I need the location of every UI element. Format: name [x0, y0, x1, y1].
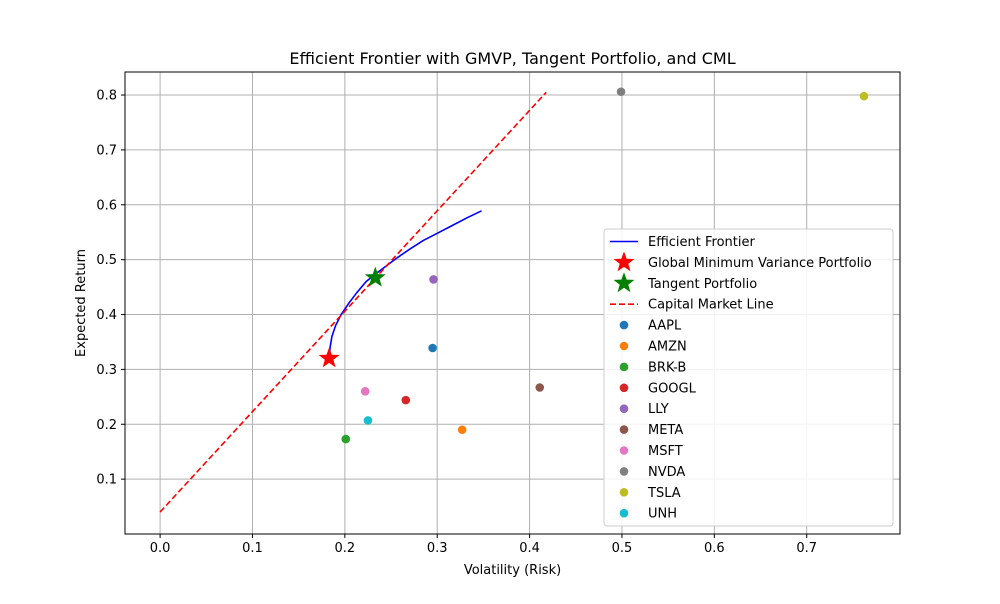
point-googl: [401, 395, 411, 405]
legend-marker-dot: [619, 446, 629, 455]
legend-label: Efficient Frontier: [648, 235, 755, 250]
y-tick-label: 0.7: [96, 143, 117, 158]
legend-label: AAPL: [648, 319, 682, 334]
y-tick-label: 0.8: [96, 89, 117, 104]
x-tick-label: 0.0: [150, 541, 171, 556]
gmvp-star: [318, 347, 340, 368]
x-tick-label: 0.5: [612, 541, 633, 556]
legend-marker-dot: [619, 508, 629, 518]
legend-box: [603, 228, 894, 527]
legend-label: TSLA: [647, 486, 681, 501]
y-tick-label: 0.1: [96, 473, 117, 488]
legend-label: META: [648, 423, 683, 438]
legend-marker-dot: [619, 362, 629, 372]
y-tick-label: 0.4: [96, 308, 117, 323]
x-axis-label: Volatility (Risk): [464, 563, 561, 578]
point-meta: [535, 383, 545, 392]
point-aapl: [428, 343, 437, 353]
legend-marker-dot: [619, 425, 629, 434]
x-tick-label: 0.3: [427, 541, 448, 556]
legend-marker-dot: [619, 320, 629, 330]
y-axis-label: Expected Return: [74, 249, 89, 357]
legend-marker-dot: [619, 488, 629, 497]
y-axis: 0.1 0.2 0.3 0.4 0.5 0.6 0.7 0.8: [96, 89, 125, 488]
point-nvda: [616, 87, 626, 97]
x-tick-label: 0.6: [704, 541, 725, 556]
x-tick-label: 0.1: [242, 541, 263, 556]
chart-title: Efficient Frontier with GMVP, Tangent Po…: [289, 49, 735, 68]
x-axis: 0.0 0.1 0.2 0.3 0.4 0.5 0.6 0.7: [150, 534, 817, 556]
x-tick-label: 0.7: [796, 541, 817, 556]
point-lly: [429, 275, 438, 284]
capital-market-line: [159, 91, 547, 513]
point-unh: [363, 416, 373, 425]
legend-label: GOOGL: [648, 381, 697, 396]
y-tick-label: 0.5: [96, 253, 117, 268]
x-tick-label: 0.2: [335, 541, 356, 556]
y-tick-label: 0.6: [96, 198, 117, 213]
legend-label: AMZN: [648, 340, 687, 355]
legend-label: BRK-B: [648, 360, 686, 375]
legend-label: Global Minimum Variance Portfolio: [648, 256, 872, 271]
legend-label: MSFT: [648, 444, 683, 459]
y-tick-label: 0.3: [96, 363, 117, 378]
tangent-star: [364, 266, 386, 287]
legend-label: NVDA: [648, 465, 685, 480]
legend-label: LLY: [648, 402, 669, 417]
legend-marker-dot: [619, 404, 629, 414]
legend-label: Capital Market Line: [648, 298, 774, 313]
legend: Efficient Frontier Global Minimum Varianc…: [603, 228, 894, 527]
point-amzn: [457, 425, 467, 435]
plot-area: [159, 87, 869, 513]
point-msft: [360, 387, 370, 396]
legend-marker-dot: [619, 467, 629, 476]
axes-frame: [124, 71, 901, 535]
legend-marker-star: [613, 272, 635, 293]
point-brk-b: [341, 434, 351, 444]
legend-marker-dot: [619, 341, 629, 351]
legend-marker-dot: [619, 383, 629, 393]
x-tick-label: 0.4: [519, 541, 540, 556]
y-tick-label: 0.2: [96, 418, 117, 433]
legend-marker-star: [613, 251, 635, 272]
legend-label: Tangent Portfolio: [647, 277, 757, 292]
point-tsla: [859, 91, 869, 101]
legend-label: UNH: [648, 507, 677, 522]
